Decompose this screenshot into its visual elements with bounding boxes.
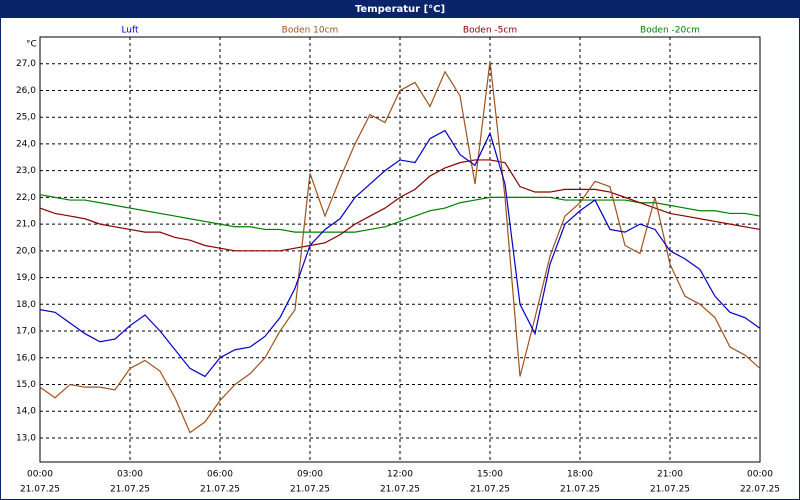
chart-title: Temperatur [°C] (355, 4, 445, 15)
x-tick-date: 21.07.25 (380, 485, 420, 495)
legend-entry: Boden -20cm (640, 26, 700, 36)
x-tick-date: 21.07.25 (650, 485, 690, 495)
x-tick-label: 06:00 (207, 470, 233, 480)
y-tick-label: 24,0 (16, 139, 36, 149)
x-tick-date: 21.07.25 (110, 485, 150, 495)
x-tick-label: 09:00 (297, 470, 323, 480)
x-tick-label: 15:00 (477, 470, 503, 480)
y-unit: °C (26, 40, 37, 50)
y-tick-label: 27,0 (16, 59, 36, 69)
x-tick-date: 21.07.25 (200, 485, 240, 495)
series-line (39, 60, 761, 434)
x-tick-label: 00:00 (747, 470, 773, 480)
x-tick-label: 00:00 (27, 470, 53, 480)
legend-entry: Boden 10cm (282, 26, 339, 36)
y-tick-label: 16,0 (16, 353, 36, 363)
series-line (39, 159, 761, 252)
x-tick-date: 21.07.25 (290, 485, 330, 495)
x-tick-date: 21.07.25 (20, 485, 60, 495)
x-tick-date: 21.07.25 (470, 485, 510, 495)
y-tick-label: 17,0 (16, 327, 36, 337)
y-tick-label: 18,0 (16, 300, 36, 310)
title-bar (0, 0, 800, 18)
y-tick-label: 23,0 (16, 166, 36, 176)
series-line (39, 129, 761, 378)
y-tick-label: 25,0 (16, 113, 36, 123)
y-tick-label: 21,0 (16, 220, 36, 230)
y-tick-label: 22,0 (16, 193, 36, 203)
x-tick-date: 21.07.25 (560, 485, 600, 495)
y-tick-label: 26,0 (16, 86, 36, 96)
legend-entry: Luft (121, 26, 139, 36)
y-tick-label: 15,0 (16, 380, 36, 390)
y-tick-label: 14,0 (16, 407, 36, 417)
x-tick-date: 22.07.25 (740, 485, 780, 495)
x-tick-label: 18:00 (567, 470, 593, 480)
legend-entry: Boden -5cm (463, 26, 517, 36)
y-tick-label: 19,0 (16, 273, 36, 283)
y-tick-label: 13,0 (16, 433, 36, 443)
x-tick-label: 03:00 (117, 470, 143, 480)
y-tick-label: 20,0 (16, 246, 36, 256)
x-tick-label: 21:00 (657, 470, 683, 480)
x-tick-label: 12:00 (387, 470, 413, 480)
